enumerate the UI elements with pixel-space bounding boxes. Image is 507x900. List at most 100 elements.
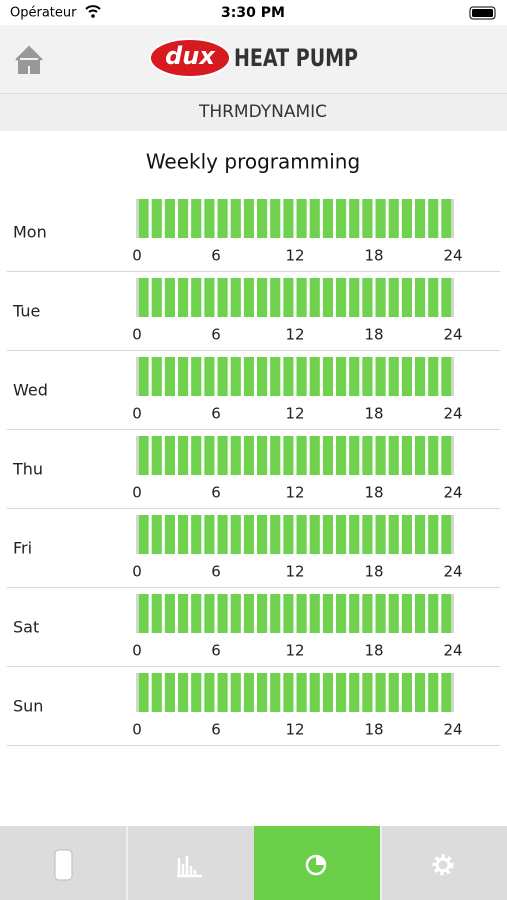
- hour-slot: [322, 436, 333, 475]
- hour-tick-label: 0: [132, 405, 142, 423]
- hour-slot: [441, 436, 452, 475]
- hour-slot: [375, 436, 386, 475]
- hour-slot: [204, 673, 215, 712]
- hour-slot: [309, 436, 320, 475]
- hour-slot: [441, 357, 452, 396]
- hour-slot: [309, 515, 320, 554]
- hour-slot: [217, 673, 228, 712]
- hour-slot: [270, 199, 281, 238]
- tab-settings[interactable]: [382, 826, 507, 900]
- hour-slot: [375, 278, 386, 317]
- hour-slot: [178, 357, 189, 396]
- hour-slot: [441, 673, 452, 712]
- hour-slot: [204, 199, 215, 238]
- hour-tick-label: 12: [285, 247, 304, 265]
- hour-slot: [191, 278, 202, 317]
- hour-slot: [151, 673, 162, 712]
- hour-tick-label: 0: [132, 484, 142, 502]
- hour-slot: [204, 278, 215, 317]
- hour-slot: [336, 673, 347, 712]
- hour-slot: [336, 594, 347, 633]
- hour-tick-label: 24: [443, 563, 462, 581]
- hour-tick-label: 6: [211, 247, 221, 265]
- hour-slot: [441, 594, 452, 633]
- hour-slot: [257, 594, 268, 633]
- hour-slot: [243, 594, 254, 633]
- hour-tick-label: 24: [443, 721, 462, 739]
- hour-slot: [217, 199, 228, 238]
- hour-slot: [191, 357, 202, 396]
- hour-slot: [217, 357, 228, 396]
- hour-slot: [243, 436, 254, 475]
- hour-slot: [257, 278, 268, 317]
- hour-slot: [415, 278, 426, 317]
- hour-slot: [441, 199, 452, 238]
- day-track: [137, 278, 453, 317]
- day-track: [137, 594, 453, 633]
- hour-slot: [164, 594, 175, 633]
- battery-level: [472, 9, 493, 17]
- day-label: Sat: [13, 618, 39, 637]
- hour-slot: [362, 594, 373, 633]
- hour-tick-label: 0: [132, 721, 142, 739]
- hour-slot: [415, 673, 426, 712]
- hour-slot: [415, 515, 426, 554]
- hour-slot: [401, 278, 412, 317]
- hour-slot: [322, 515, 333, 554]
- hour-slot: [349, 673, 360, 712]
- hour-tick-label: 0: [132, 642, 142, 660]
- hour-tick-label: 18: [364, 405, 383, 423]
- hour-slot: [309, 357, 320, 396]
- hour-slot: [138, 673, 149, 712]
- hour-slot: [178, 515, 189, 554]
- hour-slot: [230, 436, 241, 475]
- hour-slot: [283, 436, 294, 475]
- day-track: [137, 199, 453, 238]
- day-label: Sun: [13, 697, 43, 716]
- hour-tick-label: 0: [132, 247, 142, 265]
- hour-slot: [375, 357, 386, 396]
- hour-slot: [230, 357, 241, 396]
- logo-product: HEAT PUMP: [234, 44, 358, 72]
- hour-slot: [283, 515, 294, 554]
- hour-slot: [428, 594, 439, 633]
- hour-slot: [428, 199, 439, 238]
- hour-slot: [375, 515, 386, 554]
- hour-slot: [178, 673, 189, 712]
- hour-slot: [191, 515, 202, 554]
- hour-tick-label: 6: [211, 721, 221, 739]
- hour-slot: [415, 594, 426, 633]
- hour-slot: [309, 278, 320, 317]
- hour-slot: [388, 357, 399, 396]
- hour-slot: [388, 515, 399, 554]
- wifi-icon: [85, 5, 101, 13]
- day-track: [137, 673, 453, 712]
- hour-tick-label: 6: [211, 326, 221, 344]
- hour-slot: [243, 199, 254, 238]
- hour-slot: [138, 594, 149, 633]
- tab-programming-icon-slice: [316, 856, 325, 865]
- hour-slot: [257, 673, 268, 712]
- hour-slot: [230, 278, 241, 317]
- hour-slot: [138, 357, 149, 396]
- hour-slot: [204, 357, 215, 396]
- day-track: [137, 515, 453, 554]
- hour-tick-label: 0: [132, 563, 142, 581]
- hour-slot: [415, 199, 426, 238]
- hour-slot: [230, 515, 241, 554]
- home-button[interactable]: [15, 45, 43, 74]
- hour-slot: [349, 594, 360, 633]
- day-label: Tue: [12, 302, 40, 321]
- hour-slot: [270, 278, 281, 317]
- hour-tick-label: 24: [443, 405, 462, 423]
- hour-slot: [243, 515, 254, 554]
- hour-slot: [349, 199, 360, 238]
- hour-slot: [428, 357, 439, 396]
- day-label: Fri: [13, 539, 32, 558]
- hour-slot: [151, 278, 162, 317]
- hour-tick-label: 24: [443, 484, 462, 502]
- hour-slot: [401, 515, 412, 554]
- tab-stats[interactable]: [128, 826, 253, 900]
- hour-tick-label: 18: [364, 721, 383, 739]
